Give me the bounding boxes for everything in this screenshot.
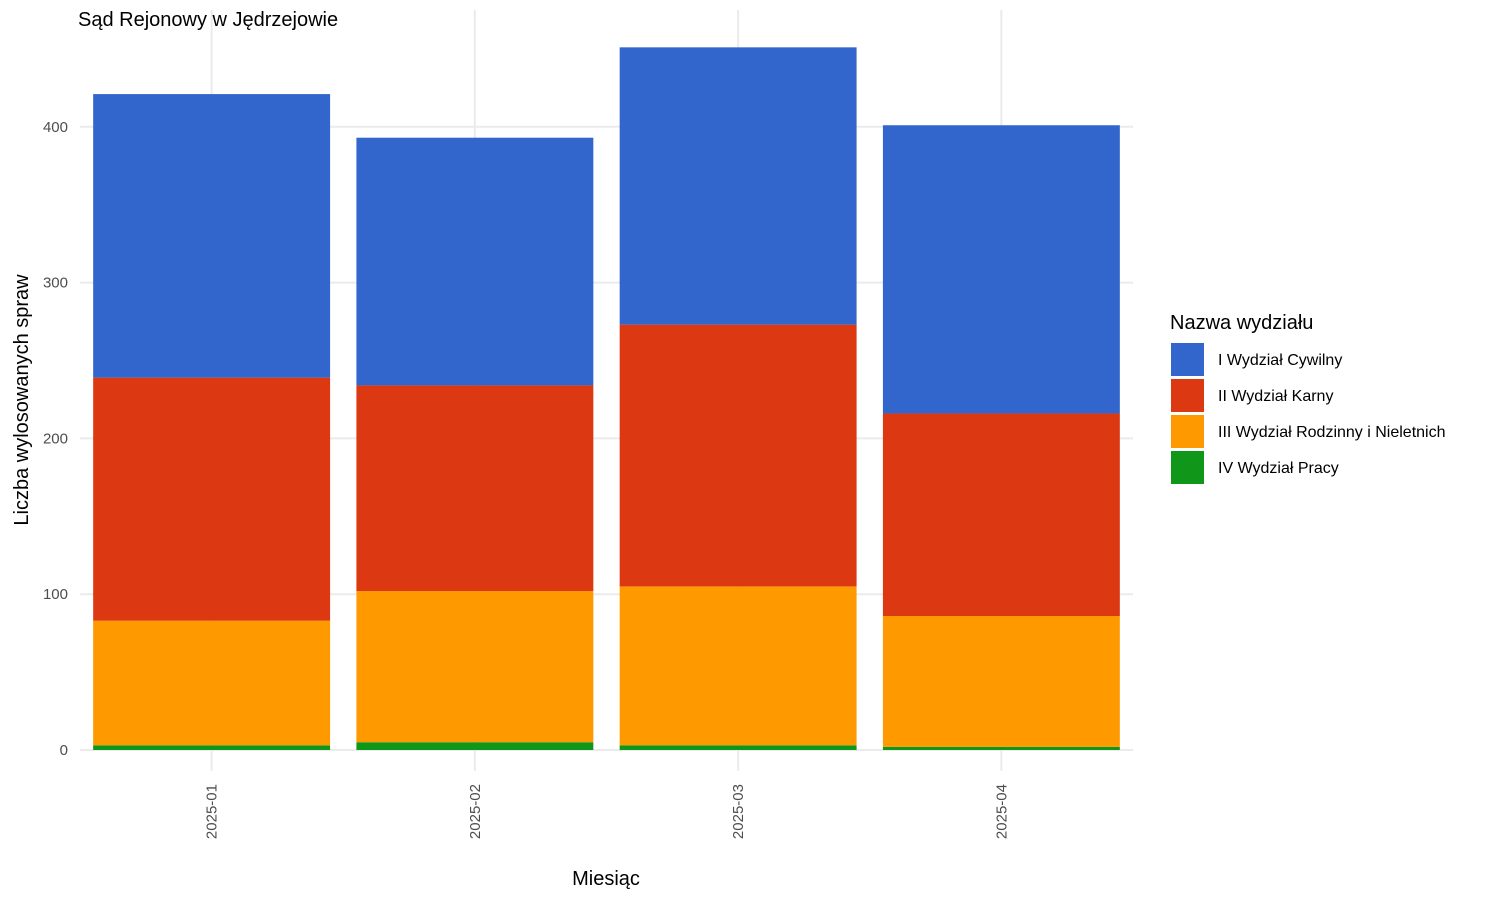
ticks-layer: 0 100 200 300 400 2025-01 2025-02 2025-03 2025-0… <box>43 119 1010 839</box>
legend-swatch <box>1171 415 1204 448</box>
bar-segment <box>356 742 594 750</box>
y-tick-label: 200 <box>43 430 68 447</box>
bar-segment <box>93 377 331 621</box>
bar-segment <box>619 745 857 750</box>
bar-segment <box>93 745 331 750</box>
legend-label: IV Wydział Pracy <box>1218 460 1339 477</box>
y-tick-label: 300 <box>43 275 68 292</box>
x-axis-title: Miesiąc <box>572 868 640 890</box>
bar-segment <box>619 47 857 325</box>
legend-title: Nazwa wydziału <box>1170 312 1313 334</box>
y-tick-label: 100 <box>43 586 68 603</box>
bars-layer <box>93 47 1120 750</box>
bar-segment <box>619 586 857 746</box>
bar-segment <box>356 385 594 592</box>
legend-swatch <box>1171 379 1204 412</box>
legend-swatch <box>1171 343 1204 376</box>
legend: Nazwa wydziału I Wydział Cywilny II Wydzi… <box>1170 312 1446 484</box>
bar-segment <box>619 324 857 587</box>
x-tick-label: 2025-02 <box>467 784 484 839</box>
legend-label: III Wydział Rodzinny i Nieletnich <box>1218 424 1446 441</box>
chart-title: Sąd Rejonowy w Jędrzejowie <box>78 9 338 31</box>
y-tick-label: 0 <box>60 742 68 759</box>
x-tick-label: 2025-04 <box>993 784 1010 839</box>
bar-segment <box>882 746 1120 750</box>
legend-label: I Wydział Cywilny <box>1218 352 1342 369</box>
y-axis-title: Liczba wylosowanych spraw <box>11 274 33 526</box>
bar-segment <box>93 620 331 746</box>
bar-segment <box>356 591 594 743</box>
bar-segment <box>93 94 331 378</box>
legend-swatch <box>1171 451 1204 484</box>
bar-segment <box>882 125 1120 414</box>
bar-segment <box>882 616 1120 747</box>
bar-segment <box>356 137 594 386</box>
x-tick-label: 2025-03 <box>730 784 747 839</box>
x-tick-label: 2025-01 <box>204 784 221 839</box>
legend-label: II Wydział Karny <box>1218 388 1333 405</box>
bar-segment <box>882 413 1120 617</box>
y-tick-label: 400 <box>43 119 68 136</box>
